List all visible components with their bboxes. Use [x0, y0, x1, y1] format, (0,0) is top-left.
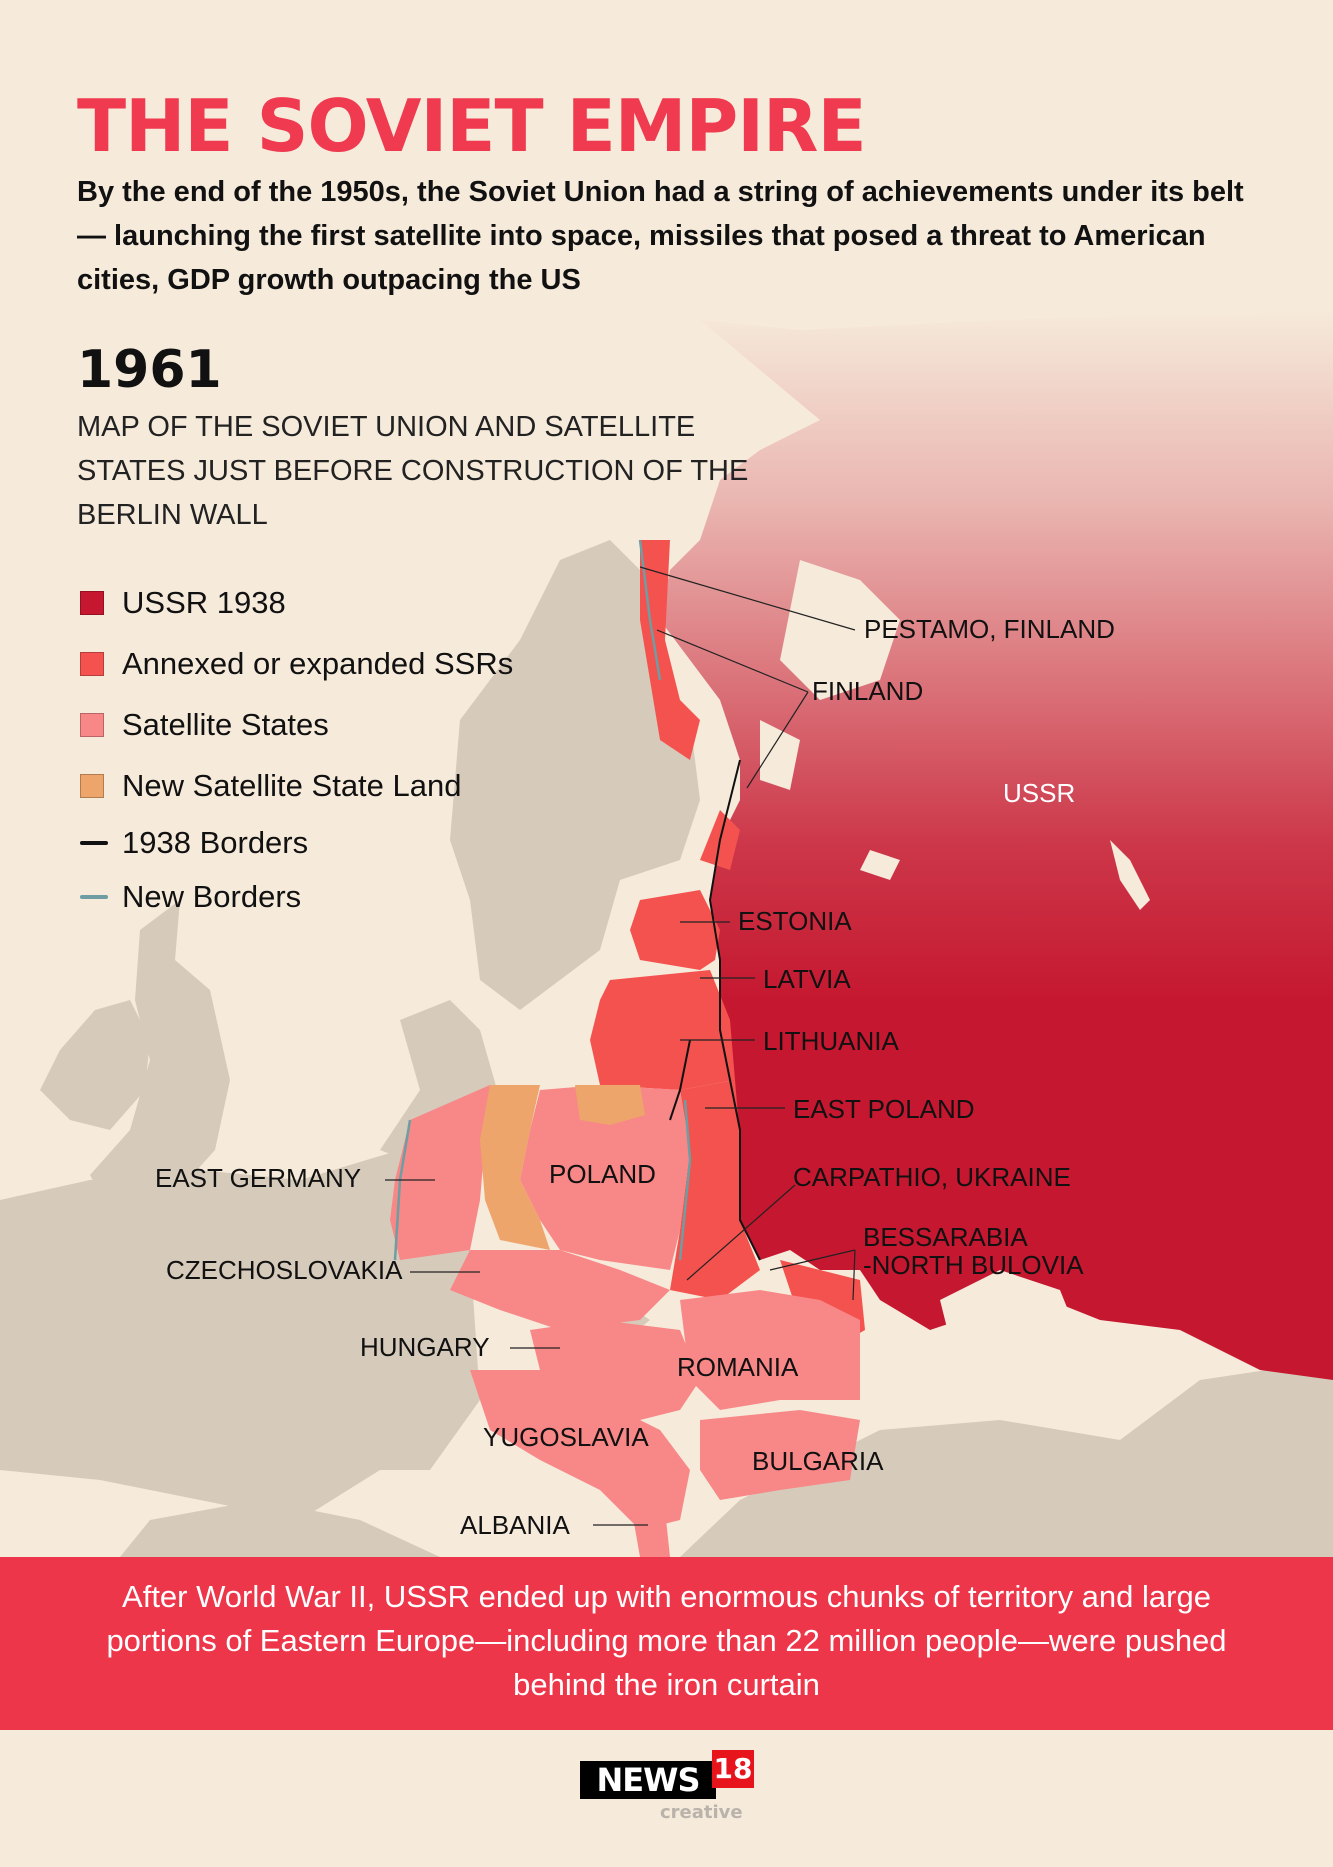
legend-label: Satellite States — [122, 706, 329, 742]
legend-item-1938-borders: 1938 Borders — [80, 816, 513, 870]
label-lithuania: LITHUANIA — [763, 1026, 899, 1056]
new-satellite-land-swatch — [80, 773, 104, 798]
label-east-poland: EAST POLAND — [793, 1094, 975, 1124]
label-estonia: ESTONIA — [738, 906, 852, 936]
legend-item-annexed: Annexed or expanded SSRs — [80, 633, 513, 694]
satellite-states — [390, 1085, 860, 1557]
legend-item-satellite: Satellite States — [80, 694, 513, 755]
border-new-line-icon — [80, 895, 108, 899]
label-carpathio-ukraine: CARPATHIO, UKRAINE — [793, 1162, 1071, 1192]
legend-label: New Borders — [122, 879, 302, 914]
label-czechoslovakia: CZECHOSLOVAKIA — [166, 1255, 403, 1285]
legend-label: Annexed or expanded SSRs — [122, 645, 514, 681]
map-legend: USSR 1938 Annexed or expanded SSRs Satel… — [80, 572, 513, 924]
borders-1938 — [669, 759, 761, 1261]
label-ussr: USSR — [1003, 778, 1076, 808]
logo-news: NEWS — [580, 1761, 716, 1799]
map-year: 1961 — [77, 340, 222, 400]
label-hungary: HUNGARY — [360, 1332, 490, 1362]
satellite-swatch — [80, 712, 104, 737]
legend-item-new-borders: New Borders — [80, 870, 513, 924]
ussr-1938-swatch — [80, 590, 104, 615]
legend-label: 1938 Borders — [122, 825, 309, 860]
logo-18: 18 — [712, 1750, 754, 1788]
annexed-swatch — [80, 651, 104, 676]
label-bulgaria: BULGARIA — [752, 1446, 884, 1476]
legend-item-new-satellite-land: New Satellite State Land — [80, 755, 513, 816]
label-east-germany: EAST GERMANY — [155, 1163, 362, 1193]
legend-item-ussr-1938: USSR 1938 — [80, 572, 513, 633]
water-bodies — [760, 560, 1150, 1380]
label-poland: POLAND — [549, 1159, 656, 1189]
footer-band-text: After World War II, USSR ended up with e… — [106, 1579, 1227, 1702]
label-romania: ROMANIA — [677, 1352, 799, 1382]
label-bessarabia: BESSARABIA — [863, 1222, 1028, 1252]
label-north-bulovia: -NORTH BULOVIA — [863, 1250, 1084, 1280]
label-finland: FINLAND — [812, 676, 924, 706]
footer-band — [0, 1557, 1333, 1730]
legend-label: USSR 1938 — [122, 584, 286, 620]
label-latvia: LATVIA — [763, 964, 851, 994]
label-pestamo: PESTAMO, FINLAND — [864, 614, 1115, 644]
annexed-ssrs — [590, 540, 865, 1350]
border-1938-line-icon — [80, 841, 108, 845]
news18-logo: NEWS 18 creative — [580, 1750, 760, 1830]
label-albania: ALBANIA — [460, 1510, 570, 1540]
page-title: THE SOVIET EMPIRE — [77, 84, 867, 168]
leader-lines — [385, 566, 856, 1526]
logo-creative: creative — [660, 1802, 743, 1823]
label-yugoslavia: YUGOSLAVIA — [483, 1422, 649, 1452]
legend-label: New Satellite State Land — [122, 767, 462, 803]
new-satellite-land — [480, 1085, 645, 1250]
intro-text: By the end of the 1950s, the Soviet Unio… — [77, 176, 1244, 296]
map-subtitle: MAP OF THE SOVIET UNION AND SATELLITE ST… — [77, 411, 749, 531]
